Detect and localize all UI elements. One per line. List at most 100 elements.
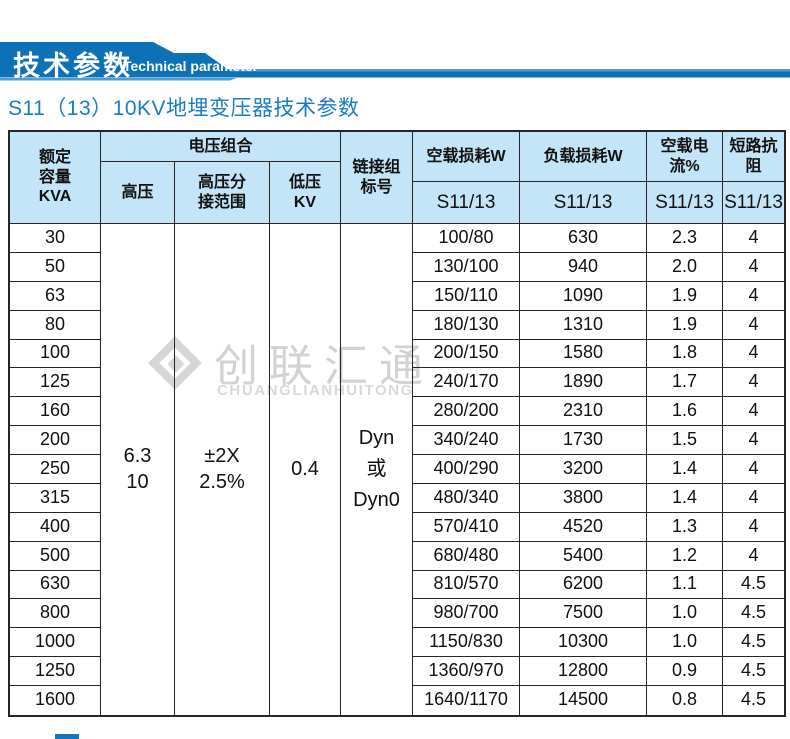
- table-cell-no_load_loss: 480/340: [413, 483, 520, 513]
- table-cell-impedance: 4: [723, 513, 784, 542]
- banner-light-stripe-bottom: [0, 77, 238, 81]
- next-section-banner-edge: [55, 734, 79, 739]
- table-cell-kva: 800: [10, 599, 101, 629]
- header-tap-range: 高压分 接范围: [175, 162, 270, 224]
- table-cell-impedance: 4: [723, 542, 784, 571]
- table-cell-no_load_loss: 200/150: [413, 339, 520, 369]
- banner-light-stripe-top: [0, 69, 790, 72]
- table-cell-impedance: 4.5: [723, 657, 784, 686]
- table-cell-kva: 500: [10, 541, 101, 571]
- header-low-voltage: 低压 KV: [270, 162, 341, 224]
- merged-vector-group: Dyn 或 Dyn0: [341, 224, 413, 715]
- table-cell-impedance: 4: [723, 484, 784, 513]
- table-cell-load_loss: 1310: [520, 310, 647, 340]
- table-cell-kva: 63: [10, 281, 101, 311]
- table-cell-load_loss: 630: [520, 224, 647, 253]
- table-cell-impedance: 4: [723, 455, 784, 484]
- table-cell-load_loss: 5400: [520, 541, 647, 571]
- header-voltage-combination: 电压组合: [101, 132, 341, 162]
- header-rated-capacity: 额定 容量 KVA: [10, 132, 101, 224]
- table-cell-kva: 80: [10, 310, 101, 340]
- table-cell-no_load_current: 1.9: [647, 310, 723, 340]
- table-cell-impedance: 4.5: [723, 628, 784, 658]
- table-cell-impedance: 4.5: [723, 599, 784, 629]
- table-cell-no_load_loss: 240/170: [413, 368, 520, 398]
- table-cell-impedance: 4.5: [723, 571, 784, 600]
- header-no-load-current: 空载电流%: [647, 132, 723, 182]
- table-cell-no_load_current: 1.0: [647, 628, 723, 658]
- table-cell-no_load_loss: 980/700: [413, 599, 520, 629]
- merged-low-voltage: 0.4: [270, 224, 341, 715]
- table-cell-no_load_loss: 1360/970: [413, 657, 520, 686]
- banner-title-cn: 技术参数: [13, 51, 133, 81]
- table-cell-load_loss: 940: [520, 252, 647, 282]
- table-cell-no_load_current: 1.2: [647, 541, 723, 571]
- table-cell-kva: 315: [10, 483, 101, 513]
- table-cell-kva: 1000: [10, 628, 101, 658]
- page-title: S11（13）10KV地埋变压器技术参数: [8, 97, 360, 120]
- table-cell-load_loss: 12800: [520, 657, 647, 686]
- table-cell-no_load_current: 1.4: [647, 455, 723, 484]
- table-cell-no_load_current: 2.3: [647, 224, 723, 253]
- header-model-impedance: S11/13: [723, 182, 784, 224]
- table-cell-kva: 50: [10, 252, 101, 282]
- table-cell-no_load_loss: 680/480: [413, 541, 520, 571]
- table-cell-no_load_current: 1.9: [647, 281, 723, 311]
- merged-high-voltage: 6.3 10: [101, 224, 175, 715]
- header-model-no-load-loss: S11/13: [413, 182, 520, 224]
- watermark-cn-text: 创联汇通: [214, 342, 434, 391]
- table-cell-load_loss: 1090: [520, 281, 647, 311]
- table-cell-impedance: 4: [723, 397, 784, 427]
- merged-tap-range: ±2X 2.5%: [175, 224, 270, 715]
- table-cell-no_load_current: 1.4: [647, 483, 723, 513]
- table-cell-kva: 30: [10, 224, 101, 253]
- table-cell-impedance: 4: [723, 368, 784, 398]
- table-cell-kva: 400: [10, 512, 101, 542]
- watermark: 创联汇通 CHUANGLIANHUITONG: [148, 330, 448, 425]
- table-cell-impedance: 4: [723, 282, 784, 311]
- table-cell-kva: 1250: [10, 657, 101, 686]
- table-cell-no_load_current: 2.0: [647, 252, 723, 282]
- table-cell-load_loss: 1580: [520, 339, 647, 369]
- table-cell-kva: 630: [10, 570, 101, 600]
- table-cell-no_load_loss: 1150/830: [413, 628, 520, 658]
- header-vector-group: 链接组 标号: [341, 132, 413, 224]
- header-impedance: 短路抗阻: [723, 132, 784, 182]
- table-cell-kva: 100: [10, 339, 101, 369]
- table-cell-impedance: 4: [723, 426, 784, 455]
- table-cell-impedance: 4.5: [740, 689, 767, 710]
- table-cell-no_load_current: 1.3: [647, 512, 723, 542]
- table-cell-load_loss: 14500: [520, 686, 647, 715]
- table-cell-no_load_current: 1.6: [647, 397, 723, 427]
- table-cell-no_load_loss: 100/80: [413, 224, 520, 253]
- table-cell-load_loss: 7500: [520, 599, 647, 629]
- table-cell-no_load_loss: 400/290: [413, 455, 520, 484]
- table-cell-no_load_current: 1.1: [647, 570, 723, 600]
- table-cell-kva: 250: [10, 455, 101, 484]
- table-cell-kva: 200: [10, 426, 101, 455]
- table-cell-no_load_current: 1.0: [647, 599, 723, 629]
- watermark-en-text: CHUANGLIANHUITONG: [217, 382, 414, 399]
- table-cell-kva: 125: [10, 368, 101, 398]
- table-cell-no_load_current: 1.8: [647, 339, 723, 369]
- table-cell-impedance: 4: [723, 224, 784, 253]
- table-cell-no_load_loss: 180/130: [413, 310, 520, 340]
- header-load-loss: 负载损耗W: [520, 132, 647, 182]
- table-cell-load_loss: 1890: [520, 368, 647, 398]
- table-cell-no_load_loss: 130/100: [413, 252, 520, 282]
- table-cell-kva: 1600: [10, 686, 101, 715]
- table-cell-no_load_loss: 340/240: [413, 426, 520, 455]
- table-cell-no_load_loss: 570/410: [413, 512, 520, 542]
- table-cell-load_loss: 10300: [520, 628, 647, 658]
- banner-title-en: Technical parameter: [123, 58, 259, 74]
- table-cell-no_load_current: 0.9: [647, 657, 723, 686]
- section-banner: 技术参数 Technical parameter: [0, 42, 790, 82]
- table-cell-impedance: 4: [723, 340, 784, 369]
- table-cell-load_loss: 4520: [520, 512, 647, 542]
- table-cell-no_load_loss: 810/570: [413, 570, 520, 600]
- spec-table: 额定 容量 KVA 电压组合 高压 高压分 接范围 低压 KV 链接组 标号 空…: [8, 130, 786, 717]
- header-model-load-loss: S11/13: [520, 182, 647, 224]
- table-cell-no_load_current: 1.5: [647, 426, 723, 455]
- table-cell-no_load_loss: 150/110: [413, 281, 520, 311]
